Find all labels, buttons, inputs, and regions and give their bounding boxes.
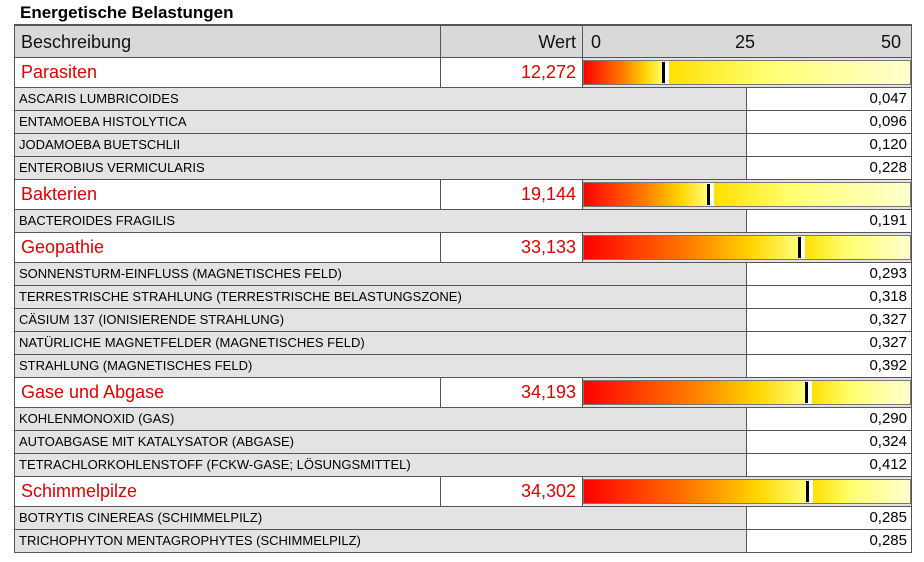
item-name: ENTAMOEBA HISTOLYTICA	[19, 114, 187, 129]
level-bar-gap	[808, 381, 812, 404]
level-marker	[805, 382, 808, 403]
item-name: AUTOABGASE MIT KATALYSATOR (ABGASE)	[19, 434, 294, 449]
level-bar-rest	[812, 381, 910, 404]
item-row: TERRESTRISCHE STRAHLUNG (TERRESTRISCHE B…	[14, 286, 912, 309]
category-value: 33,133	[520, 237, 576, 257]
item-name: TERRESTRISCHE STRAHLUNG (TERRESTRISCHE B…	[19, 289, 462, 304]
category-value: 19,144	[520, 184, 576, 204]
level-bar-rest	[813, 480, 910, 503]
category-row: Gase und Abgase 34,193	[14, 378, 912, 408]
level-bar-fill	[584, 381, 807, 404]
table-header: Beschreibung Wert 0 25 50	[14, 25, 912, 58]
item-name: STRAHLUNG (MAGNETISCHES FELD)	[19, 358, 253, 373]
item-name: KOHLENMONOXID (GAS)	[19, 411, 175, 426]
item-name: ENTEROBIUS VERMICULARIS	[19, 160, 205, 175]
category-name: Parasiten	[21, 62, 98, 82]
level-marker	[707, 184, 710, 205]
level-bar	[583, 380, 911, 405]
item-value: 0,285	[869, 532, 907, 549]
item-row: NATÜRLICHE MAGNETFELDER (MAGNETISCHES FE…	[14, 332, 912, 355]
level-bar	[583, 182, 911, 207]
item-name: SONNENSTURM-EINFLUSS (MAGNETISCHES FELD)	[19, 266, 342, 281]
item-name: ASCARIS LUMBRICOIDES	[19, 91, 179, 106]
level-bar-rest	[714, 183, 910, 206]
level-bar-fill	[584, 480, 808, 503]
item-row: JODAMOEBA BUETSCHLII 0,120	[14, 134, 912, 157]
level-bar-gap	[801, 236, 805, 259]
item-value: 0,327	[869, 334, 907, 351]
category-row: Geopathie 33,133	[14, 233, 912, 263]
item-row: ASCARIS LUMBRICOIDES 0,047	[14, 88, 912, 111]
level-marker	[662, 62, 665, 83]
item-value: 0,047	[869, 90, 907, 107]
level-bar-rest	[805, 236, 910, 259]
item-row: BOTRYTIS CINEREAS (SCHIMMELPILZ) 0,285	[14, 507, 912, 530]
category-value: 34,193	[520, 382, 576, 402]
item-row: TRICHOPHYTON MENTAGROPHYTES (SCHIMMELPIL…	[14, 530, 912, 553]
item-value: 0,120	[869, 136, 907, 153]
level-bar-fill	[584, 236, 800, 259]
item-row: TETRACHLORKOHLENSTOFF (FCKW-GASE; LÖSUNG…	[14, 454, 912, 477]
header-wert: Wert	[538, 32, 576, 52]
item-value: 0,318	[869, 288, 907, 305]
scale-label-50: 50	[880, 32, 901, 52]
level-bar	[583, 479, 911, 504]
category-value: 12,272	[520, 62, 576, 82]
category-row: Parasiten 12,272	[14, 58, 912, 88]
item-value: 0,412	[869, 456, 907, 473]
item-name: CÄSIUM 137 (IONISIERENDE STRAHLUNG)	[19, 312, 285, 327]
level-bar-gap	[665, 61, 669, 84]
item-name: BACTEROIDES FRAGILIS	[19, 213, 176, 228]
item-value: 0,191	[869, 212, 907, 229]
item-name: TRICHOPHYTON MENTAGROPHYTES (SCHIMMELPIL…	[19, 533, 361, 548]
item-name: JODAMOEBA BUETSCHLII	[19, 137, 181, 152]
category-name: Geopathie	[21, 237, 105, 257]
scale-header: 0 25 50	[583, 26, 911, 57]
item-row: SONNENSTURM-EINFLUSS (MAGNETISCHES FELD)…	[14, 263, 912, 286]
report-title: Energetische Belastungen	[20, 3, 234, 22]
table-body: Parasiten 12,272 ASCARIS LUMBRICOIDES 0,047…	[14, 58, 912, 553]
level-bar-gap	[809, 480, 813, 503]
item-value: 0,096	[869, 113, 907, 130]
item-value: 0,293	[869, 265, 907, 282]
item-value: 0,285	[869, 509, 907, 526]
item-row: ENTAMOEBA HISTOLYTICA 0,096	[14, 111, 912, 134]
item-value: 0,392	[869, 357, 907, 374]
level-bar-fill	[584, 61, 664, 84]
item-row: STRAHLUNG (MAGNETISCHES FELD) 0,392	[14, 355, 912, 378]
item-row: ENTEROBIUS VERMICULARIS 0,228	[14, 157, 912, 180]
level-bar-rest	[669, 61, 910, 84]
item-name: BOTRYTIS CINEREAS (SCHIMMELPILZ)	[19, 510, 263, 525]
category-name: Gase und Abgase	[21, 382, 165, 402]
level-marker	[798, 237, 801, 258]
item-value: 0,290	[869, 410, 907, 427]
item-name: TETRACHLORKOHLENSTOFF (FCKW-GASE; LÖSUNG…	[19, 457, 411, 472]
item-row: AUTOABGASE MIT KATALYSATOR (ABGASE) 0,324	[14, 431, 912, 454]
level-bar-gap	[710, 183, 714, 206]
level-bar	[583, 235, 911, 260]
level-bar-fill	[584, 183, 709, 206]
category-row: Bakterien 19,144	[14, 180, 912, 210]
level-bar	[583, 60, 911, 85]
item-row: BACTEROIDES FRAGILIS 0,191	[14, 210, 912, 233]
item-value: 0,324	[869, 433, 907, 450]
header-beschreibung: Beschreibung	[21, 32, 132, 52]
category-row: Schimmelpilze 34,302	[14, 477, 912, 507]
belastungen-table: Beschreibung Wert 0 25 50 Parasiten 12,27…	[14, 24, 912, 553]
scale-label-0: 0	[591, 32, 602, 52]
category-value: 34,302	[520, 481, 576, 501]
item-row: CÄSIUM 137 (IONISIERENDE STRAHLUNG) 0,327	[14, 309, 912, 332]
level-marker	[806, 481, 809, 502]
scale-label-25: 25	[735, 32, 756, 52]
item-row: KOHLENMONOXID (GAS) 0,290	[14, 408, 912, 431]
category-name: Bakterien	[21, 184, 98, 204]
category-name: Schimmelpilze	[21, 481, 138, 501]
item-value: 0,228	[869, 159, 907, 176]
item-value: 0,327	[869, 311, 907, 328]
item-name: NATÜRLICHE MAGNETFELDER (MAGNETISCHES FE…	[19, 335, 365, 350]
